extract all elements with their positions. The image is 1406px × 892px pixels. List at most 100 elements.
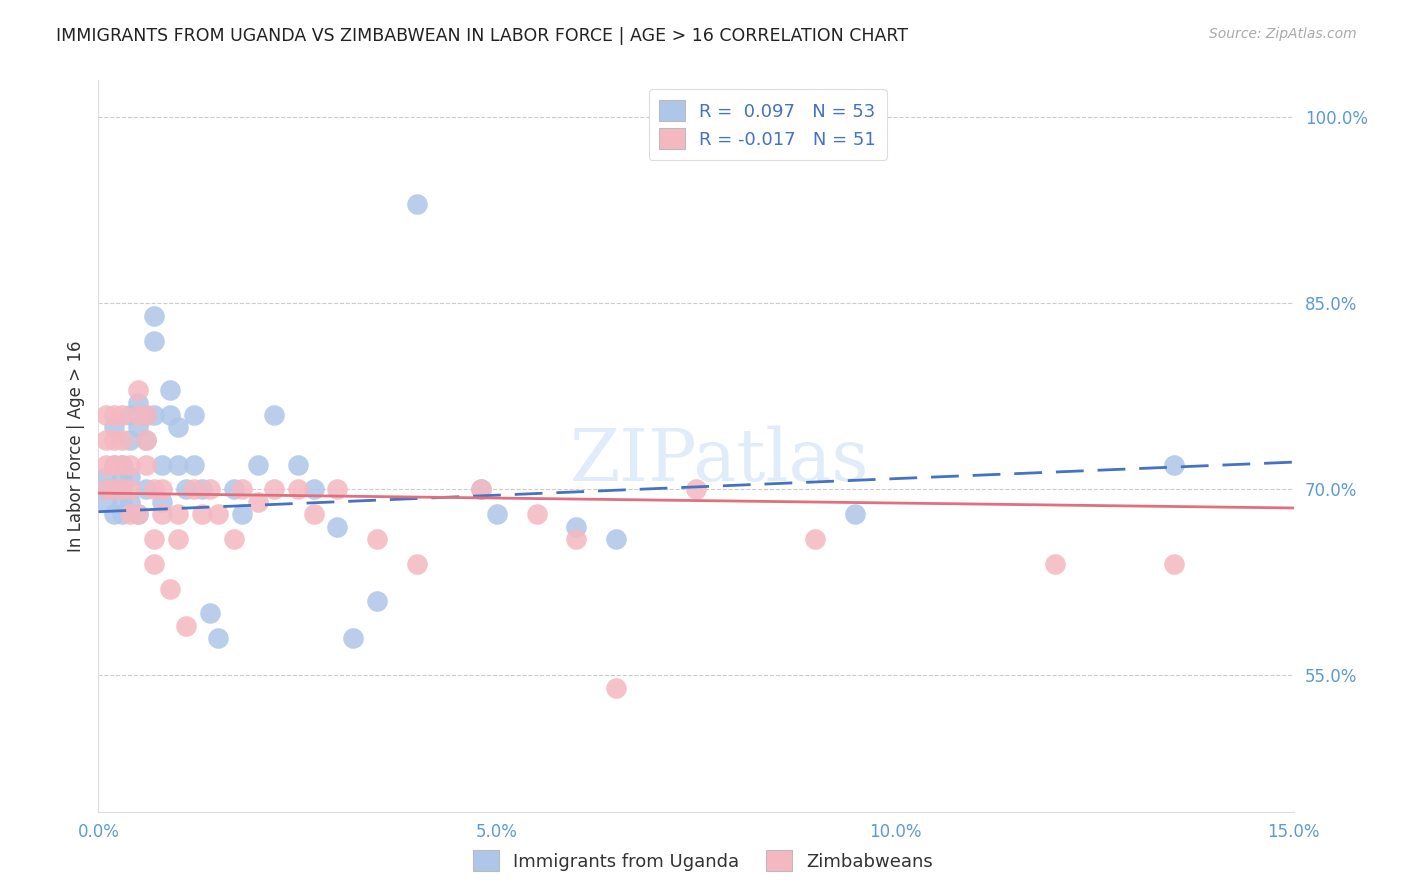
Point <box>127 408 149 422</box>
Point <box>406 197 429 211</box>
Point <box>287 458 309 472</box>
Point <box>103 483 125 497</box>
Point <box>231 507 253 521</box>
Point <box>120 495 142 509</box>
Text: IMMIGRANTS FROM UGANDA VS ZIMBABWEAN IN LABOR FORCE | AGE > 16 CORRELATION CHART: IMMIGRANTS FROM UGANDA VS ZIMBABWEAN IN … <box>56 27 908 45</box>
Point <box>103 420 125 434</box>
Point <box>135 483 157 497</box>
Point <box>326 519 349 533</box>
Point <box>111 470 134 484</box>
Point <box>143 334 166 348</box>
Point <box>111 495 134 509</box>
Point <box>302 507 325 521</box>
Point <box>685 483 707 497</box>
Point <box>120 483 142 497</box>
Point <box>96 433 118 447</box>
Point <box>135 408 157 422</box>
Point <box>246 458 269 472</box>
Point <box>366 532 388 546</box>
Point <box>207 631 229 645</box>
Point <box>470 483 492 497</box>
Point <box>167 507 190 521</box>
Point <box>103 458 125 472</box>
Point <box>183 408 205 422</box>
Point <box>174 483 197 497</box>
Point <box>150 458 173 472</box>
Point <box>111 483 134 497</box>
Point <box>120 433 142 447</box>
Point <box>111 458 134 472</box>
Point <box>143 532 166 546</box>
Point <box>263 483 285 497</box>
Text: ZIPatlas: ZIPatlas <box>569 425 870 496</box>
Point <box>120 507 142 521</box>
Point <box>1163 458 1185 472</box>
Point <box>150 495 173 509</box>
Point <box>198 483 221 497</box>
Point <box>526 507 548 521</box>
Point <box>96 408 118 422</box>
Text: Source: ZipAtlas.com: Source: ZipAtlas.com <box>1209 27 1357 41</box>
Point <box>120 458 142 472</box>
Point <box>143 408 166 422</box>
Point <box>96 495 118 509</box>
Point <box>159 582 181 596</box>
Point <box>135 458 157 472</box>
Point <box>143 309 166 323</box>
Point <box>96 458 118 472</box>
Point <box>103 458 125 472</box>
Point <box>111 408 134 422</box>
Point <box>111 507 134 521</box>
Point <box>183 483 205 497</box>
Point <box>231 483 253 497</box>
Point <box>565 519 588 533</box>
Y-axis label: In Labor Force | Age > 16: In Labor Force | Age > 16 <box>66 340 84 552</box>
Point <box>207 507 229 521</box>
Point <box>174 619 197 633</box>
Point <box>127 395 149 409</box>
Point <box>191 483 214 497</box>
Point <box>246 495 269 509</box>
Point <box>150 507 173 521</box>
Point <box>120 470 142 484</box>
Point <box>605 681 627 695</box>
Point <box>103 408 125 422</box>
Point <box>103 483 125 497</box>
Point <box>143 483 166 497</box>
Point <box>127 383 149 397</box>
Point <box>470 483 492 497</box>
Point <box>159 383 181 397</box>
Point <box>167 458 190 472</box>
Point <box>844 507 866 521</box>
Point <box>111 458 134 472</box>
Point <box>342 631 364 645</box>
Point <box>565 532 588 546</box>
Point <box>191 507 214 521</box>
Point <box>103 507 125 521</box>
Point <box>263 408 285 422</box>
Point <box>406 557 429 571</box>
Point <box>135 433 157 447</box>
Point <box>120 408 142 422</box>
Point <box>1163 557 1185 571</box>
Point <box>127 420 149 434</box>
Point <box>135 408 157 422</box>
Point <box>150 483 173 497</box>
Point <box>96 483 118 497</box>
Point <box>103 433 125 447</box>
Point <box>159 408 181 422</box>
Point <box>96 483 118 497</box>
Point <box>127 507 149 521</box>
Point <box>143 557 166 571</box>
Legend: R =  0.097   N = 53, R = -0.017   N = 51: R = 0.097 N = 53, R = -0.017 N = 51 <box>648 89 887 160</box>
Point <box>222 532 245 546</box>
Point <box>222 483 245 497</box>
Point <box>198 607 221 621</box>
Point <box>183 458 205 472</box>
Point <box>167 532 190 546</box>
Point <box>135 433 157 447</box>
Point <box>127 507 149 521</box>
Legend: Immigrants from Uganda, Zimbabweans: Immigrants from Uganda, Zimbabweans <box>465 843 941 879</box>
Point <box>111 433 134 447</box>
Point <box>302 483 325 497</box>
